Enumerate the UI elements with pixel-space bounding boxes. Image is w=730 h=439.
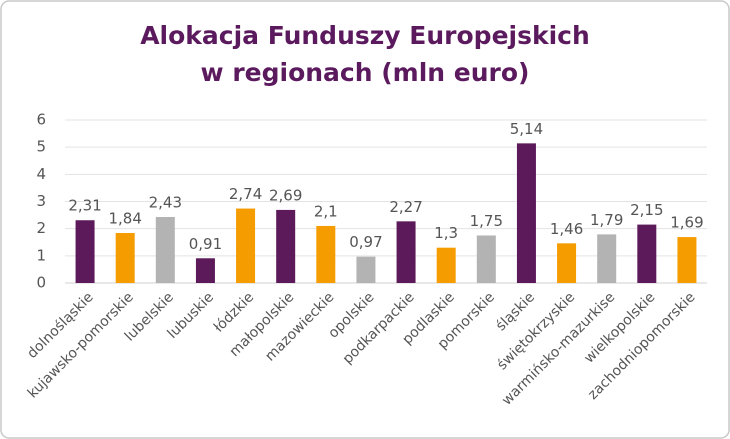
y-tick-label: 3: [36, 192, 46, 210]
value-label: 1,69: [670, 214, 703, 232]
value-label: 2,27: [389, 198, 422, 216]
bar: [476, 235, 496, 283]
bar: [115, 233, 135, 283]
value-label: 2,31: [68, 197, 101, 215]
value-label: 0,91: [189, 235, 222, 253]
y-tick-label: 5: [36, 138, 46, 156]
y-tick-label: 2: [36, 219, 46, 237]
bar: [677, 237, 697, 283]
value-label: 1,79: [590, 211, 623, 229]
bar: [637, 224, 657, 283]
y-tick-label: 4: [36, 165, 46, 183]
chart-title: Alokacja Funduszy Europejskich: [140, 21, 590, 50]
bar: [557, 243, 577, 283]
value-label: 2,69: [269, 186, 302, 204]
value-label: 5,14: [510, 120, 543, 138]
y-tick-label: 1: [36, 246, 46, 264]
value-label: 2,1: [314, 202, 338, 220]
bar: [356, 256, 376, 283]
bar: [236, 208, 256, 283]
bar: [316, 225, 336, 283]
value-label: 1,75: [470, 212, 503, 230]
bar: [75, 220, 95, 283]
value-label: 0,97: [349, 233, 382, 251]
bar: [276, 209, 296, 283]
value-label: 2,74: [229, 185, 262, 203]
bar: [396, 221, 416, 283]
chart-title: w regionach (mln euro): [201, 58, 530, 87]
y-tick-label: 6: [36, 111, 46, 129]
value-label: 2,43: [149, 193, 182, 211]
value-label: 2,15: [630, 201, 663, 219]
bar: [155, 216, 175, 283]
bar: [516, 143, 536, 283]
value-label: 1,46: [550, 220, 583, 238]
value-label: 1,84: [108, 210, 141, 228]
y-tick-label: 0: [36, 274, 46, 292]
bar: [436, 247, 456, 283]
value-label: 1,3: [434, 224, 458, 242]
bar: [195, 258, 215, 283]
bar: [597, 234, 617, 283]
